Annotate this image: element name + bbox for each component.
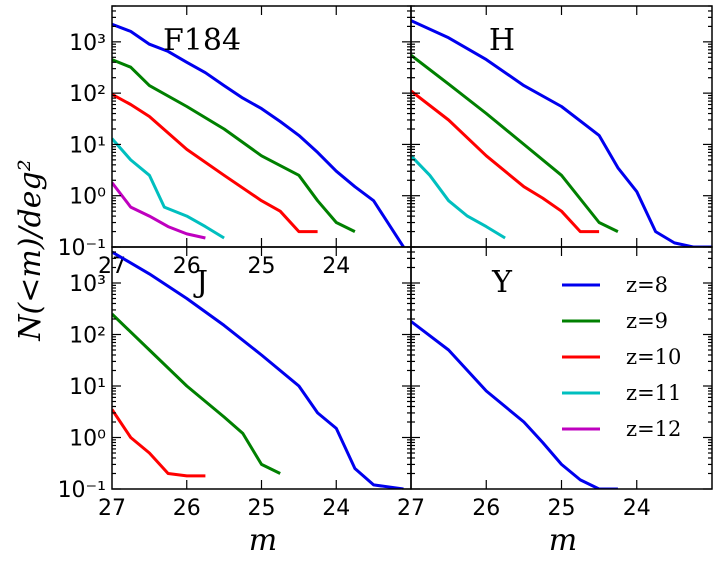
panel-1: H [410,5,713,248]
y-tick-label: 10³ [69,31,106,56]
x-tick-label: 26 [173,496,201,521]
x-tick-label: 24 [623,496,651,521]
y-axis-label: N(<m)/deg² [13,159,48,342]
series-line-z-10 [112,408,206,478]
x-tick-label: 25 [248,496,276,521]
series-line-z-11 [411,154,506,240]
series-line-z-11 [112,137,225,240]
x-tick-label: 26 [173,254,201,279]
series-line-z-9 [411,54,619,233]
series-line-z-9 [112,58,356,233]
x-tick-label: 27 [98,496,126,521]
series-line-z-8 [112,250,404,489]
panel-title: Y [491,265,513,300]
y-tick-label: 10² [69,82,106,107]
legend-label-z-11: z=11 [626,381,681,405]
series-line-z-8 [112,22,405,247]
y-tick-label: 10² [69,323,106,348]
panel-3: Y 27 26 25 24 [397,246,713,521]
series-line-z-9 [112,312,281,475]
panel-2: J 10³ 10² 10¹ 10⁰ 10⁻¹27 26 25 24 [58,246,412,521]
legend-label-z-9: z=9 [626,309,668,333]
series-line-z-8 [411,320,618,489]
series-group [112,250,404,489]
panel-frame [111,246,412,490]
x-tick-label: 24 [322,254,350,279]
legend-label-z-10: z=10 [626,345,681,369]
series-line-z-8 [411,19,712,247]
x-tick-label: 25 [548,496,576,521]
y-tick-label: 10¹ [69,375,106,400]
panel-title: J [193,265,208,300]
ticks [112,5,411,248]
series-group [411,320,618,489]
panel-title: H [489,23,515,58]
y-tick-label: 10⁰ [69,426,106,451]
series-line-z-12 [112,181,206,240]
series-line-z-10 [411,89,600,234]
panel-title: F184 [163,23,241,58]
y-tick-label: 10⁻¹ [58,478,106,503]
x-tick-label: 27 [397,496,425,521]
series-line-z-10 [112,92,318,234]
panel-frame [111,5,412,248]
y-tick-label: 10³ [69,272,106,297]
x-tick-label: 26 [472,496,500,521]
panel-frame [410,246,713,490]
x-tick-label: 24 [322,496,350,521]
series-group [411,19,712,247]
y-tick-label: 10¹ [69,133,106,158]
x-axis-label-left: m [249,523,277,558]
y-tick-label: 10⁻¹ [58,236,106,261]
y-tick-label: 10⁰ [69,185,106,210]
series-group [112,22,405,247]
x-axis-label-right: m [549,523,577,558]
legend-label-z-8: z=8 [626,273,668,297]
ticks [112,246,411,490]
legend: z=8 z=9 z=10 z=11 z=12 [562,273,681,441]
legend-label-z-12: z=12 [626,417,681,441]
x-tick-label: 25 [248,254,276,279]
